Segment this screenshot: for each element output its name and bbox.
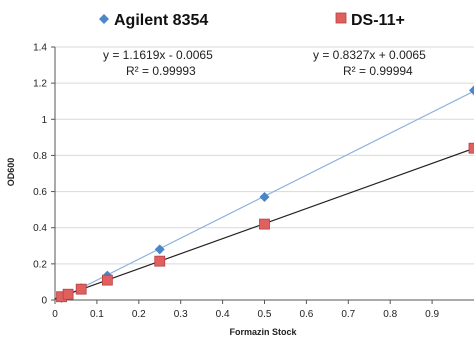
x-tick-label: 0.8: [383, 309, 397, 320]
data-point-ds11: [468, 142, 474, 154]
data-points: [56, 85, 474, 303]
x-tick-label: 0.9: [425, 309, 439, 320]
data-point-agilent: [259, 191, 270, 202]
x-tick-label: 0.4: [216, 309, 230, 320]
gridlines: [55, 46, 474, 265]
data-point-ds11: [75, 283, 87, 295]
data-point-ds11: [154, 255, 166, 267]
y-tick-label: 0.6: [33, 187, 47, 198]
data-point-agilent: [154, 244, 165, 255]
x-tick-label: 0.2: [132, 309, 146, 320]
y-tick-label: 0: [41, 296, 47, 307]
data-point-ds11: [101, 274, 113, 286]
y-tick-label: 1.4: [33, 43, 47, 54]
legend-label-agilent: Agilent 8354: [114, 12, 208, 29]
legend-item-ds11: DS-11+: [335, 12, 405, 29]
x-tick-label: 0.3: [174, 309, 188, 320]
r-squared-text: R² = 0.99993: [126, 64, 196, 78]
data-point-agilent: [469, 85, 474, 96]
x-tick-label: 0.7: [341, 309, 355, 320]
y-tick-label: 1.2: [33, 79, 47, 90]
equation-ds11: y = 0.8327x + 0.0065 R² = 0.99994: [313, 48, 426, 78]
y-axis-title: OD600: [6, 158, 16, 187]
equation-agilent: y = 1.1619x - 0.0065 R² = 0.99993: [103, 48, 213, 78]
legend-label-ds11: DS-11+: [351, 12, 405, 29]
y-tick-label: 0.4: [33, 223, 47, 234]
y-tick-label: 0.8: [33, 151, 47, 162]
x-tick-label: 0.5: [258, 309, 272, 320]
y-tick-label: 0.2: [33, 259, 47, 270]
x-tick-label: 0.1: [90, 309, 104, 320]
tick-labels: 0 0.2 0.4 0.6 0.8 1 1.2 1.4 0 0.1 0.2 0.3 0.4 0.5 0.6 0…: [33, 43, 439, 321]
r-squared-text: R² = 0.99994: [343, 64, 413, 78]
x-axis-title: Formazin Stock: [229, 327, 297, 337]
axes: [51, 46, 474, 304]
equation-text: y = 1.1619x - 0.0065: [103, 48, 213, 62]
y-tick-label: 1: [41, 115, 47, 126]
legend-item-agilent: Agilent 8354: [99, 12, 208, 29]
legend-marker-square: [335, 12, 347, 24]
x-tick-label: 0: [52, 309, 58, 320]
data-point-ds11: [62, 288, 74, 300]
equation-text: y = 0.8327x + 0.0065: [313, 48, 426, 62]
data-point-ds11: [259, 218, 270, 230]
x-tick-label: 0.6: [299, 309, 313, 320]
legend-marker-diamond: [99, 14, 109, 24]
legend: Agilent 8354 DS-11+: [99, 12, 405, 29]
